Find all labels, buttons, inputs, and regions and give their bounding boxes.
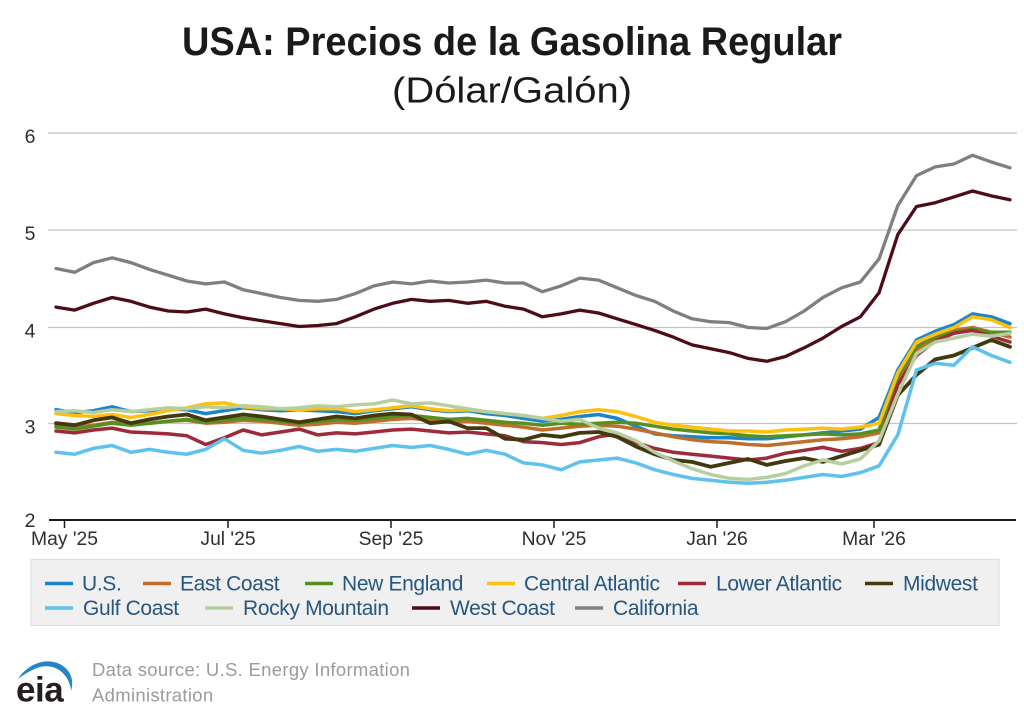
svg-text:6: 6 bbox=[25, 126, 36, 148]
svg-text:(Dólar/Galón): (Dólar/Galón) bbox=[392, 70, 632, 111]
svg-text:Jan '26: Jan '26 bbox=[686, 529, 748, 550]
svg-text:May '25: May '25 bbox=[31, 529, 98, 550]
svg-text:Central Atlantic: Central Atlantic bbox=[524, 573, 660, 596]
svg-text:Rocky Mountain: Rocky Mountain bbox=[243, 597, 389, 620]
svg-text:Mar '26: Mar '26 bbox=[842, 529, 906, 550]
svg-text:eia: eia bbox=[16, 671, 64, 709]
svg-text:California: California bbox=[613, 597, 699, 620]
svg-text:Jul '25: Jul '25 bbox=[200, 529, 255, 550]
svg-text:West Coast: West Coast bbox=[450, 597, 555, 620]
svg-text:Sep '25: Sep '25 bbox=[359, 529, 424, 550]
svg-text:Midwest: Midwest bbox=[903, 573, 978, 596]
svg-text:Nov '25: Nov '25 bbox=[522, 529, 587, 550]
svg-text:2: 2 bbox=[25, 510, 36, 532]
svg-text:East Coast: East Coast bbox=[180, 573, 280, 596]
svg-text:3: 3 bbox=[25, 417, 36, 439]
svg-text:Administration: Administration bbox=[92, 685, 213, 706]
svg-text:4: 4 bbox=[25, 321, 36, 343]
svg-text:5: 5 bbox=[25, 223, 36, 245]
svg-text:USA: Precios de la Gasolina Re: USA: Precios de la Gasolina Regular bbox=[182, 20, 842, 64]
svg-text:Gulf Coast: Gulf Coast bbox=[83, 597, 179, 620]
svg-text:Data source: U.S. Energy Infor: Data source: U.S. Energy Information bbox=[92, 659, 410, 680]
svg-text:U.S.: U.S. bbox=[82, 573, 121, 596]
svg-text:New England: New England bbox=[342, 573, 463, 596]
svg-text:Lower Atlantic: Lower Atlantic bbox=[716, 573, 842, 596]
